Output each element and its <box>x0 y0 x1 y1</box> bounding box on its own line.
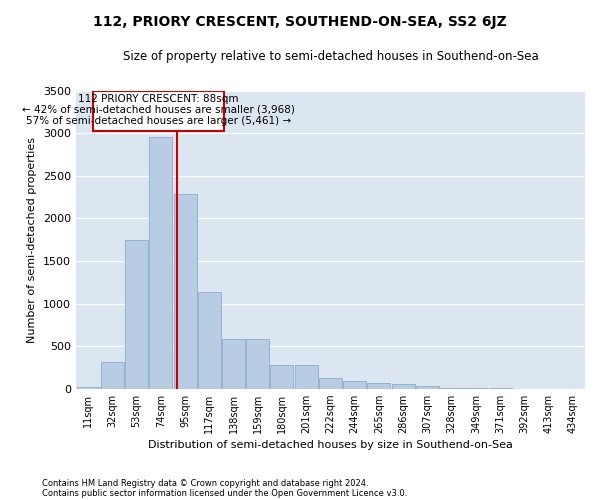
Title: Size of property relative to semi-detached houses in Southend-on-Sea: Size of property relative to semi-detach… <box>122 50 538 63</box>
Text: ← 42% of semi-detached houses are smaller (3,968): ← 42% of semi-detached houses are smalle… <box>22 105 295 115</box>
Bar <box>149 138 172 388</box>
Bar <box>246 340 269 388</box>
Bar <box>343 381 366 388</box>
Bar <box>271 365 293 388</box>
Bar <box>101 362 124 388</box>
Bar <box>94 92 224 132</box>
Text: Contains HM Land Registry data © Crown copyright and database right 2024.: Contains HM Land Registry data © Crown c… <box>42 478 368 488</box>
Text: 112, PRIORY CRESCENT, SOUTHEND-ON-SEA, SS2 6JZ: 112, PRIORY CRESCENT, SOUTHEND-ON-SEA, S… <box>93 15 507 29</box>
Bar <box>416 386 439 388</box>
Bar <box>77 387 100 388</box>
Bar <box>125 240 148 388</box>
Text: 112 PRIORY CRESCENT: 88sqm: 112 PRIORY CRESCENT: 88sqm <box>79 94 239 104</box>
Bar <box>392 384 415 388</box>
Bar <box>367 382 391 388</box>
Bar <box>173 194 197 388</box>
Bar <box>295 365 318 388</box>
X-axis label: Distribution of semi-detached houses by size in Southend-on-Sea: Distribution of semi-detached houses by … <box>148 440 513 450</box>
Bar <box>222 340 245 388</box>
Bar <box>198 292 221 388</box>
Bar <box>319 378 342 388</box>
Text: Contains public sector information licensed under the Open Government Licence v3: Contains public sector information licen… <box>42 488 407 498</box>
Y-axis label: Number of semi-detached properties: Number of semi-detached properties <box>28 136 37 342</box>
Text: 57% of semi-detached houses are larger (5,461) →: 57% of semi-detached houses are larger (… <box>26 116 291 126</box>
